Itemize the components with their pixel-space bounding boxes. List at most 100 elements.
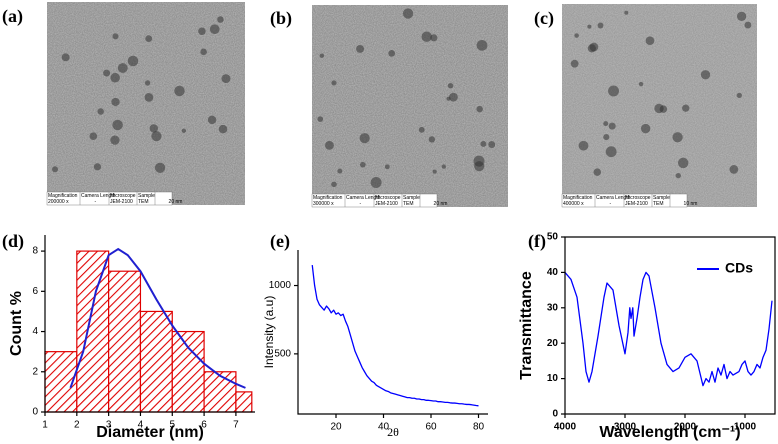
info-value: 400000 x xyxy=(563,201,584,207)
y-tick-label: 20 xyxy=(547,338,559,349)
particle xyxy=(324,140,334,150)
x-tick-label: 1 xyxy=(42,420,48,431)
particle xyxy=(144,80,151,86)
particle xyxy=(317,116,324,122)
bar xyxy=(171,330,205,413)
particle xyxy=(200,48,207,56)
particle xyxy=(428,136,436,143)
info-value: - xyxy=(360,201,362,207)
y-tick-label: 0 xyxy=(32,407,38,418)
panel-label: (a) xyxy=(2,6,23,27)
x-tick-label: 80 xyxy=(473,422,485,433)
info-value: TEM xyxy=(138,199,149,205)
info-bar xyxy=(46,191,173,206)
particle xyxy=(217,16,224,23)
particle xyxy=(675,172,681,179)
y-tick-label: 40 xyxy=(547,267,559,278)
bar xyxy=(235,391,253,413)
particle xyxy=(587,44,596,53)
info-header: Camera Length xyxy=(596,195,631,201)
info-header: Sample xyxy=(653,195,670,201)
y-tick-label: 6 xyxy=(32,286,38,297)
fit-curve xyxy=(69,247,246,389)
x-tick-label: 6 xyxy=(201,420,207,431)
info-bar xyxy=(311,193,438,208)
particle xyxy=(331,181,337,188)
y-tick-label: 4 xyxy=(32,326,38,337)
particle xyxy=(449,92,458,102)
particle xyxy=(337,168,343,174)
y-tick-label: 50 xyxy=(547,232,559,243)
info-value: TEM xyxy=(403,201,414,207)
particle xyxy=(61,53,70,62)
info-value: TEM xyxy=(653,201,664,207)
x-tick-label: 2 xyxy=(74,420,80,431)
particle xyxy=(736,92,742,99)
info-header: Microscope xyxy=(625,195,651,201)
particle xyxy=(446,96,451,101)
y-tick-label: 500 xyxy=(274,349,291,360)
particle xyxy=(198,27,206,36)
particle xyxy=(221,74,231,84)
info-value: JEM-2100 xyxy=(110,199,133,205)
particle xyxy=(677,157,689,169)
x-tick-label: 20 xyxy=(330,422,342,433)
panel-label: (f) xyxy=(528,231,546,252)
info-header: Camera Length xyxy=(81,193,116,199)
particle xyxy=(672,132,683,143)
particle xyxy=(319,53,325,58)
particle xyxy=(112,33,119,40)
particle xyxy=(51,166,59,173)
panel-label: (d) xyxy=(2,231,24,252)
particle xyxy=(432,169,437,174)
particle xyxy=(729,165,739,174)
particle xyxy=(430,34,438,42)
particle xyxy=(421,31,432,42)
info-header: Magnification xyxy=(48,193,78,199)
legend-label: CDs xyxy=(725,260,753,276)
particle xyxy=(578,140,589,151)
particle xyxy=(447,83,454,89)
particle xyxy=(181,128,187,133)
particle xyxy=(89,132,98,141)
info-value: - xyxy=(610,201,612,207)
particle xyxy=(144,92,154,102)
x-tick-label: 1000 xyxy=(734,422,757,433)
particle xyxy=(388,49,396,57)
particle xyxy=(151,131,162,142)
particle xyxy=(744,21,752,29)
particle xyxy=(608,85,620,97)
scale-bar: 20 nm xyxy=(434,201,448,207)
particle xyxy=(103,69,111,77)
info-header: Camera Length xyxy=(346,195,381,201)
particle xyxy=(97,108,104,115)
particle xyxy=(331,80,337,86)
particle xyxy=(597,22,604,29)
particle xyxy=(127,55,139,67)
y-axis-label: Transmittance xyxy=(518,271,535,380)
x-tick-label: 5 xyxy=(169,420,175,431)
y-tick-label: 30 xyxy=(547,302,559,313)
x-axis-label: Wavelength (cm⁻¹) xyxy=(599,424,740,441)
particle xyxy=(476,105,483,113)
x-axis-label: 2θ xyxy=(387,425,399,439)
particle xyxy=(480,140,487,147)
info-header: Sample xyxy=(138,193,155,199)
particle xyxy=(93,163,102,171)
particle xyxy=(473,155,485,167)
panel-label: (e) xyxy=(270,231,290,252)
particle xyxy=(207,115,217,125)
particle xyxy=(476,39,488,51)
particle xyxy=(640,123,651,134)
particle xyxy=(624,10,629,15)
info-value: - xyxy=(95,199,97,205)
particle xyxy=(209,24,220,35)
axes xyxy=(564,236,776,415)
y-tick-label: 10 xyxy=(547,373,559,384)
particle xyxy=(360,161,366,168)
line xyxy=(311,264,479,407)
particle xyxy=(149,124,159,133)
info-value: 300000 x xyxy=(313,201,334,207)
tem-grain xyxy=(312,5,508,207)
